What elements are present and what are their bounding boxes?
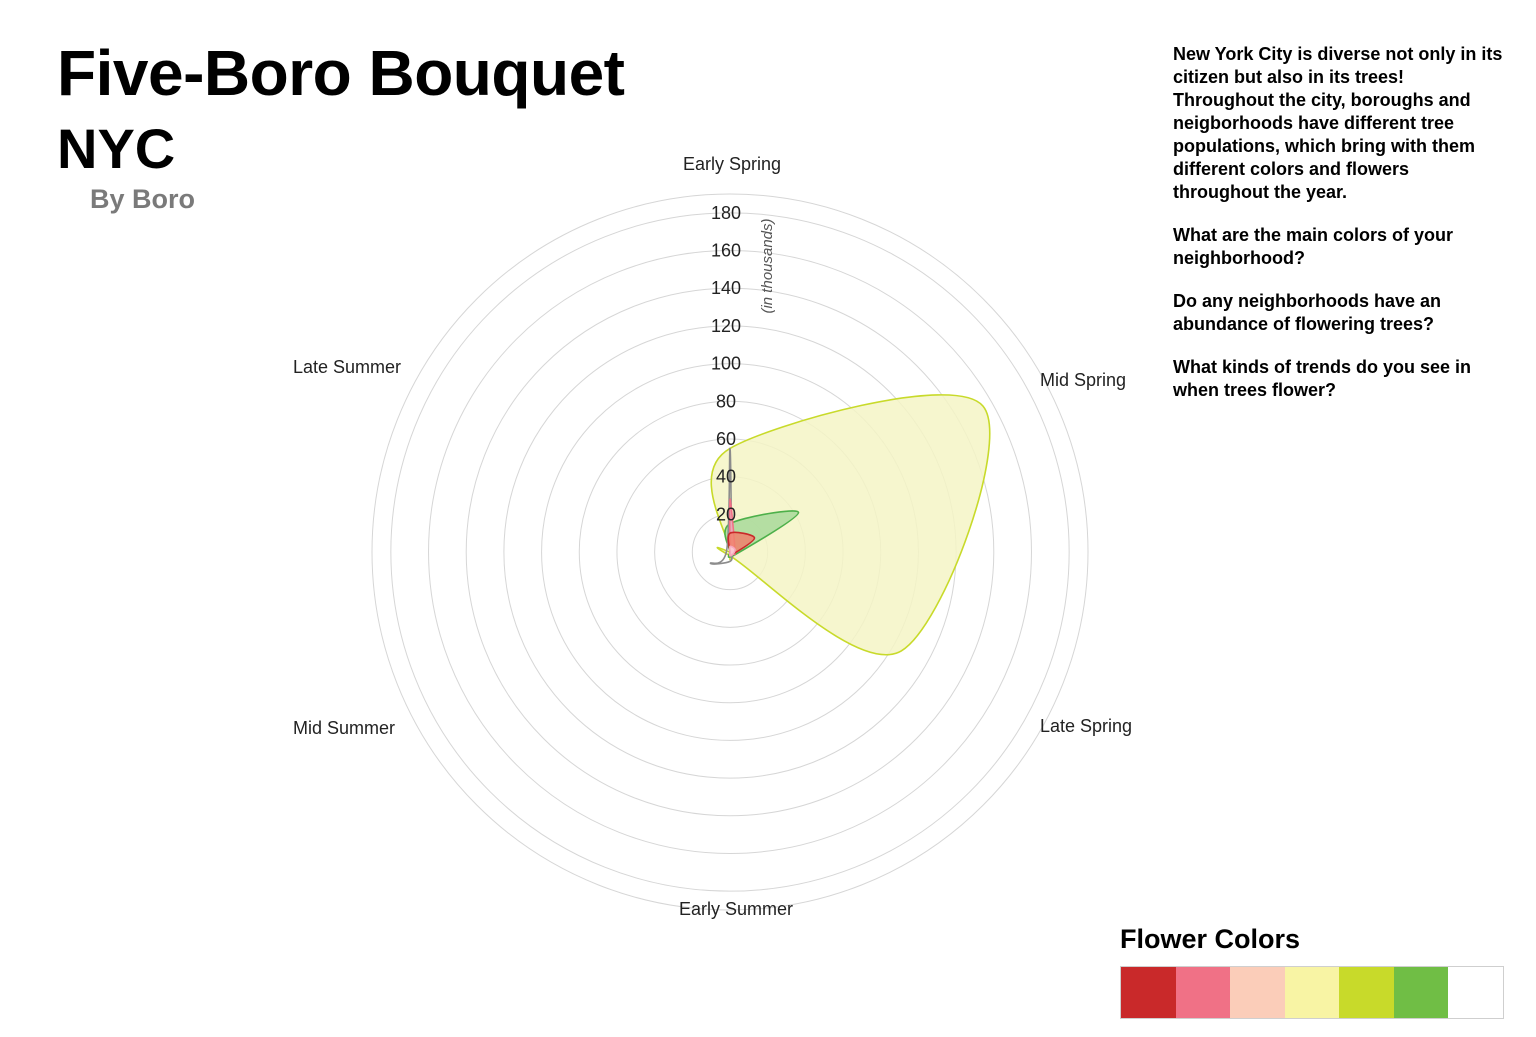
axis-label: Late Summer: [293, 357, 401, 377]
ring-value-label: 40: [716, 467, 736, 487]
axis-label: Mid Summer: [293, 718, 395, 738]
series-area: [728, 545, 736, 557]
axis-label: Mid Spring: [1040, 370, 1126, 390]
axis-label: Late Spring: [1040, 716, 1132, 736]
grid-ring-outer: [371, 193, 1089, 911]
legend-swatch: [1230, 967, 1285, 1018]
legend-swatch: [1448, 967, 1503, 1018]
byline: By Boro: [90, 184, 196, 214]
page-subtitle: NYC: [57, 117, 176, 180]
legend-swatch: [1339, 967, 1394, 1018]
grid-ring: [465, 287, 995, 817]
ring-value-label: 180: [711, 203, 741, 223]
axis-label: Early Summer: [679, 899, 793, 919]
legend-swatch: [1393, 967, 1448, 1018]
legend-swatch: [1175, 967, 1230, 1018]
legend-swatch: [1121, 967, 1176, 1018]
unit-label: (in thousands): [759, 218, 776, 313]
axis-label: Early Spring: [683, 154, 781, 174]
grid-ring: [390, 212, 1070, 892]
intro-question: Do any neighborhoods have an abundance o…: [1173, 291, 1442, 334]
ring-value-label: 100: [711, 354, 741, 374]
intro-text: New York City is diverse not only in its…: [1173, 43, 1503, 422]
ring-value-label: 60: [716, 429, 736, 449]
intro-question: What kinds of trends do you see in when …: [1173, 357, 1472, 400]
legend-swatches: [1120, 966, 1504, 1019]
ring-value-label: 140: [711, 278, 741, 298]
ring-value-label: 160: [711, 241, 741, 261]
ring-value-label: 80: [716, 391, 736, 411]
legend-title: Flower Colors: [1120, 924, 1301, 954]
ring-value-label: 120: [711, 316, 741, 336]
intro-paragraph: New York City is diverse not only in its…: [1173, 44, 1503, 202]
ring-value-label: 20: [716, 504, 736, 524]
page-title: Five-Boro Bouquet: [57, 37, 625, 109]
legend-swatch: [1284, 967, 1339, 1018]
intro-question: What are the main colors of your neighbo…: [1173, 225, 1454, 268]
grid-ring: [428, 250, 1032, 854]
